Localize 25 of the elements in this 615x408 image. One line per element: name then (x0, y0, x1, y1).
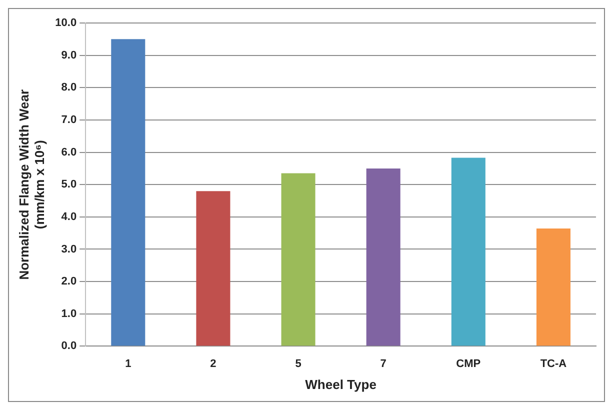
y-axis-title: Normalized Flange Width Wear (mm/km x 10⁶) (16, 89, 47, 280)
x-tick-label: CMP (456, 358, 481, 370)
y-tick-label: 4.0 (61, 210, 77, 223)
bar (111, 39, 146, 346)
y-tick-label: 3.0 (61, 243, 77, 256)
bar (536, 228, 570, 346)
y-tick-label: 1.0 (61, 308, 77, 320)
y-tick-label: 6.0 (61, 146, 77, 158)
bar (451, 158, 486, 346)
x-axis-title: Wheel Type (305, 376, 376, 392)
y-tick-label: 0.0 (61, 340, 77, 352)
x-tick-label: 2 (210, 358, 216, 370)
y-tick-label: 2.0 (61, 276, 77, 288)
x-tick-label: 1 (125, 358, 132, 370)
y-tick-label: 7.0 (61, 114, 77, 126)
y-tick-label: 8.0 (61, 82, 77, 94)
x-tick-label: TC-A (540, 358, 567, 370)
x-tick-label: 7 (380, 358, 386, 370)
y-tick-label: 9.0 (61, 49, 77, 62)
y-tick-label: 5.0 (61, 178, 77, 191)
y-tick-label: 10.0 (55, 17, 77, 30)
bar (281, 173, 316, 346)
x-tick-label: 5 (295, 358, 302, 370)
bar (366, 168, 400, 346)
bar (196, 191, 230, 346)
